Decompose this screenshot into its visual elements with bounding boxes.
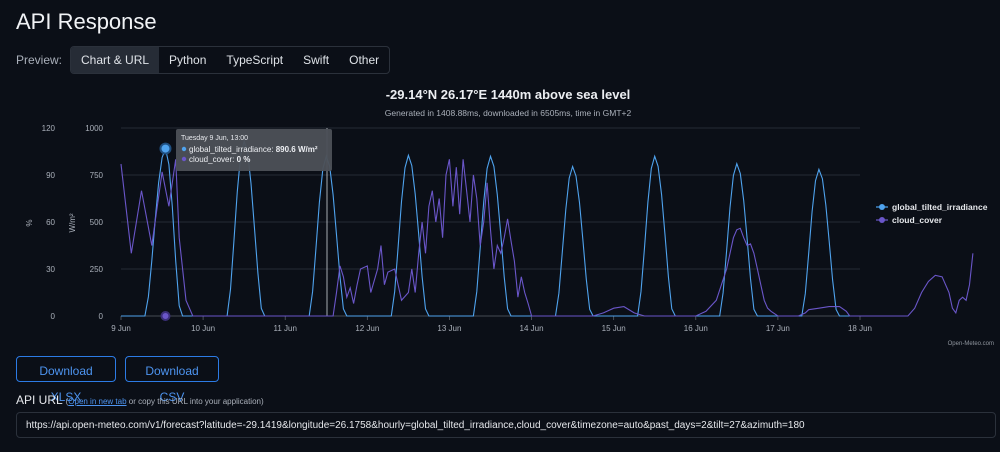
y-axis-right-label: W/m² — [68, 213, 77, 232]
x-tick-label: 16 Jun — [684, 324, 708, 333]
x-tick-label: 12 Jun — [355, 324, 379, 333]
x-tick-label: 18 Jun — [848, 324, 872, 333]
y-left-tick-label: 0 — [51, 312, 56, 321]
y-axis-right: 0 250 500 750 1000 — [85, 124, 103, 321]
preview-label: Preview: — [16, 53, 63, 67]
chart-subtitle: Generated in 1408.88ms, downloaded in 65… — [385, 108, 632, 118]
tooltip-value-1: 890.6 W/m² — [276, 145, 318, 154]
x-tick-label: 15 Jun — [602, 324, 626, 333]
chart-svg: -29.14°N 26.17°E 1440m above sea level G… — [25, 87, 994, 347]
x-axis: 9 Jun 10 Jun 11 Jun 12 Jun 13 Jun 14 Jun 15 Ju… — [111, 316, 872, 333]
series-line-cloud-cover — [120, 159, 974, 317]
y-axis-left: 0 30 60 90 120 — [42, 124, 56, 321]
x-tick-label: 10 Jun — [191, 324, 215, 333]
y-left-tick-label: 60 — [46, 218, 55, 227]
tab-swift[interactable]: Swift — [303, 53, 330, 67]
legend-label-cloud-cover: cloud_cover — [892, 215, 943, 225]
tab-python[interactable]: Python — [169, 53, 207, 67]
y-right-tick-label: 1000 — [85, 124, 103, 133]
y-left-tick-label: 30 — [46, 265, 55, 274]
tooltip-value-2: 0 % — [237, 155, 251, 164]
tooltip-series-2: cloud_cover — [189, 155, 232, 164]
api-url-field[interactable]: https://api.open-meteo.com/v1/forecast?l… — [16, 412, 996, 438]
chart-title: -29.14°N 26.17°E 1440m above sea level — [386, 87, 631, 102]
chart-grid — [121, 127, 860, 317]
chart-legend: global_tilted_irradiance cloud_cover — [876, 202, 988, 225]
chart-container: -29.14°N 26.17°E 1440m above sea level G… — [0, 80, 1000, 350]
svg-text:global_tilted_irradiance: 890.: global_tilted_irradiance: 890.6 W/m² — [189, 145, 318, 154]
x-tick-label: 13 Jun — [437, 324, 461, 333]
svg-text:cloud_cover: 0 %: cloud_cover: 0 % — [189, 155, 250, 164]
preview-row: Preview: Chart & URL Python TypeScript S… — [16, 46, 391, 74]
tooltip-header: Tuesday 9 Jun, 13:00 — [181, 135, 248, 142]
legend-item-cloud-cover[interactable]: cloud_cover — [876, 215, 943, 225]
tab-typescript[interactable]: TypeScript — [226, 53, 284, 67]
y-axis-left-label: % — [25, 219, 34, 226]
y-right-tick-label: 250 — [90, 265, 104, 274]
x-tick-label: 17 Jun — [766, 324, 790, 333]
tab-other[interactable]: Other — [349, 53, 380, 67]
x-tick-label: 9 Jun — [111, 324, 131, 333]
legend-item-global-tilted-irradiance[interactable]: global_tilted_irradiance — [876, 202, 988, 212]
tooltip: Tuesday 9 Jun, 13:00 global_tilted_irrad… — [176, 129, 332, 171]
preview-tabs: Chart & URL Python TypeScript Swift Othe… — [70, 46, 391, 74]
download-xlsx-button[interactable]: Download XLSX — [16, 356, 116, 404]
highlight-point-cloud-cover — [160, 311, 171, 321]
tab-chart-url[interactable]: Chart & URL — [71, 47, 160, 73]
y-right-tick-label: 750 — [90, 171, 104, 180]
open-new-tab-link[interactable]: Open in new tab — [68, 397, 127, 406]
api-url-label: API URL (Open in new tab or copy this UR… — [16, 393, 264, 407]
x-tick-label: 14 Jun — [520, 324, 544, 333]
page-title: API Response — [16, 9, 157, 34]
x-tick-label: 11 Jun — [274, 324, 297, 333]
api-url-note: or copy this URL into your application) — [126, 397, 264, 406]
y-right-tick-label: 500 — [90, 218, 104, 227]
api-url-hint: (Open in new tab or copy this URL into y… — [65, 397, 264, 406]
y-left-tick-label: 90 — [46, 171, 55, 180]
y-right-tick-label: 0 — [99, 312, 104, 321]
chart-credit[interactable]: Open-Meteo.com — [948, 341, 994, 347]
legend-label-global-tilted-irradiance: global_tilted_irradiance — [892, 202, 988, 212]
y-left-tick-label: 120 — [42, 124, 56, 133]
tooltip-series-1: global_tilted_irradiance — [189, 145, 272, 154]
download-csv-button[interactable]: Download CSV — [125, 356, 219, 404]
api-url-title: API URL — [16, 393, 63, 407]
highlight-point-irradiance — [159, 142, 172, 155]
